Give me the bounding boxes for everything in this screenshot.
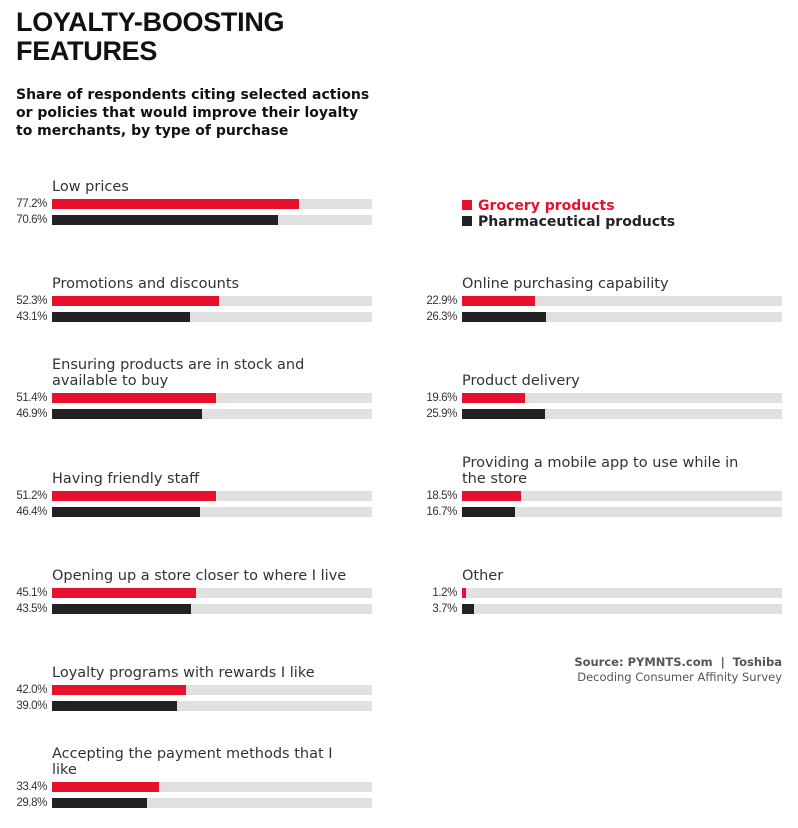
value-label: 39.0% (16, 700, 47, 712)
value-label: 46.4% (16, 505, 47, 518)
legend-swatch (462, 216, 472, 226)
value-label: 52.3% (16, 295, 47, 308)
value-label: 51.4% (16, 392, 47, 405)
bar (462, 603, 474, 614)
bar (52, 490, 216, 501)
bar (462, 296, 536, 307)
chart-title: LOYALTY-BOOSTING FEATURES (16, 7, 285, 66)
category-label: Other (462, 567, 504, 584)
bar-track (462, 296, 782, 307)
legend-label: Pharmaceutical products (478, 214, 676, 230)
value-label: 46.9% (16, 408, 47, 421)
bar (52, 603, 192, 614)
category-label: Loyalty programs with rewards I like (52, 665, 315, 681)
bar (52, 199, 300, 209)
bar (52, 798, 148, 809)
bar-track (462, 409, 782, 420)
bar (462, 490, 522, 501)
bar-track (52, 312, 372, 323)
value-label: 43.5% (16, 602, 47, 615)
value-label: 22.9% (426, 295, 457, 308)
legend-swatch (462, 200, 472, 210)
category-label: Promotions and discounts (52, 276, 240, 293)
value-label: 43.1% (16, 311, 47, 324)
bar-track (52, 685, 372, 695)
value-label: 19.6% (426, 392, 457, 405)
value-label: 42.0% (16, 684, 47, 696)
value-label: 45.1% (16, 586, 47, 599)
category-label: Accepting the payment methods that I lik… (52, 746, 333, 779)
chart-subtitle: Share of respondents citing selected act… (16, 87, 370, 139)
bar-track (52, 506, 372, 517)
bar (462, 587, 466, 598)
category-label: Low prices (52, 179, 129, 195)
bar-track (52, 701, 372, 711)
value-label: 26.3% (426, 311, 457, 324)
category-label: Online purchasing capability (462, 276, 669, 293)
category-label: Ensuring products are in stock and avail… (52, 357, 305, 390)
bar-track (462, 506, 782, 517)
bar (52, 685, 187, 695)
source: Source: PYMNTS.com | Toshiba (574, 655, 782, 669)
category-label: Opening up a store closer to where I liv… (52, 567, 347, 584)
bar-track (52, 798, 372, 809)
bar-track (462, 490, 782, 501)
value-label: 16.7% (426, 505, 457, 518)
value-label: 33.4% (16, 781, 47, 794)
value-label: 25.9% (426, 408, 457, 421)
legend-label: Grocery products (478, 198, 615, 214)
bar (52, 393, 217, 404)
bar (52, 296, 220, 307)
bar (462, 409, 545, 420)
bar (462, 506, 516, 517)
bar (462, 312, 547, 323)
value-label: 1.2% (432, 586, 457, 599)
category-label: Product delivery (462, 373, 580, 390)
bar-track (462, 393, 782, 404)
bar-track (52, 603, 372, 614)
category-label: Having friendly staff (52, 470, 200, 487)
bar (462, 393, 525, 404)
bar-track (462, 587, 782, 598)
bar-track (52, 782, 372, 793)
bar (52, 782, 159, 793)
bar-track (462, 603, 782, 614)
bar-track (52, 587, 372, 598)
bar (52, 587, 197, 598)
value-label: 29.8% (16, 797, 47, 810)
value-label: 3.7% (432, 602, 457, 615)
bar (52, 215, 278, 225)
bar (52, 701, 177, 711)
value-label: 77.2% (16, 198, 47, 210)
value-label: 51.2% (16, 489, 47, 502)
source-note: Decoding Consumer Affinity Survey (577, 670, 782, 684)
value-label: 18.5% (426, 489, 457, 502)
bar (52, 506, 201, 517)
bar (52, 409, 203, 420)
bar-track (52, 409, 372, 420)
value-label: 70.6% (16, 214, 47, 226)
category-label: Providing a mobile app to use while in t… (462, 454, 739, 487)
bar-track (462, 312, 782, 323)
bar (52, 312, 190, 323)
